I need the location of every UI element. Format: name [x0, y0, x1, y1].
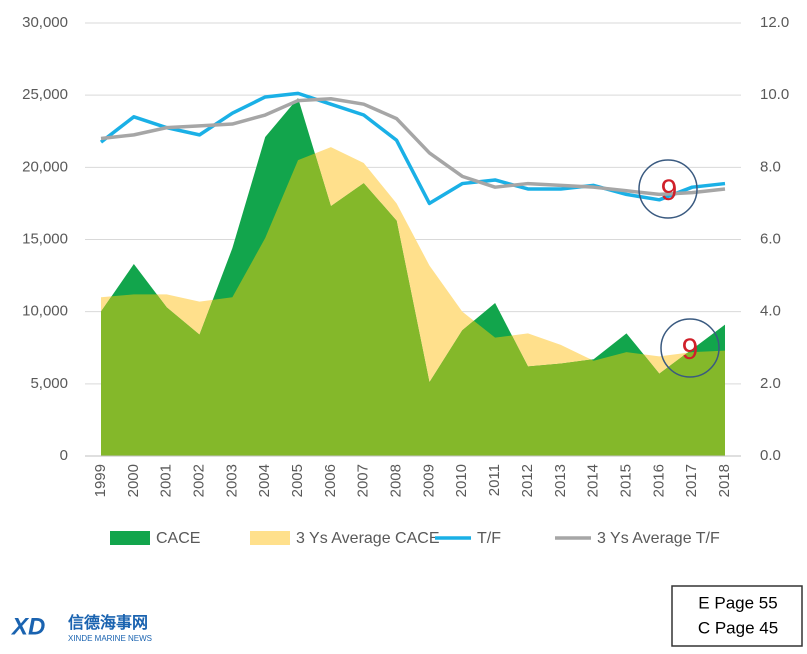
y2-tick-label: 2.0	[760, 375, 781, 392]
x-tick-label: 2013	[552, 464, 569, 497]
x-tick-label: 2014	[585, 464, 602, 497]
x-tick-label: 2009	[420, 464, 437, 497]
plot-area: 0 5,000 10,000 15,000 20,000 25,000 30,000 0.0 2…	[22, 14, 789, 497]
legend-swatch	[110, 531, 150, 545]
annotation: 9	[682, 333, 699, 366]
y-tick-label: 30,000	[22, 14, 68, 31]
y-tick-label: 15,000	[22, 230, 68, 247]
x-tick-label: 2002	[190, 464, 207, 497]
x-tick-label: 2011	[486, 464, 503, 496]
x-tick-label: 2016	[650, 464, 667, 497]
x-tick-label: 2012	[519, 464, 536, 497]
logo-mark: XD	[10, 613, 45, 640]
annotation-circle	[660, 318, 720, 378]
x-tick-label: 2017	[683, 464, 700, 497]
line	[100, 97, 726, 197]
y2-tick-label: 6.0	[760, 230, 781, 247]
logo-name: 信德海事网	[68, 613, 148, 632]
logo-sub: XINDE MARINE NEWS	[68, 634, 152, 643]
annotation: 9	[661, 174, 678, 207]
legend-swatch	[250, 531, 290, 545]
x-tick-label: 2000	[125, 464, 142, 497]
legend-label: 3 Ys Average T/F	[597, 530, 720, 547]
y2-tick-label: 0.0	[760, 447, 781, 464]
x-tick-label: 2010	[453, 464, 470, 497]
y-tick-label: 0	[60, 447, 68, 464]
page-ref: E Page 55	[698, 593, 777, 612]
page-ref: C Page 45	[698, 618, 778, 637]
x-tick-label: 2006	[322, 464, 339, 497]
y-tick-label: 5,000	[30, 375, 68, 392]
x-tick-label: 2015	[617, 464, 634, 497]
x-tick-label: 2005	[289, 464, 306, 497]
legend-label: 3 Ys Average CACE	[296, 530, 440, 547]
line	[99, 91, 726, 206]
legend-label: T/F	[477, 530, 501, 547]
x-tick-label: 2003	[223, 464, 240, 497]
y-tick-label: 20,000	[22, 158, 68, 175]
x-tick-label: 2001	[158, 464, 175, 497]
x-tick-label: 1999	[92, 464, 109, 497]
legend-label: CACE	[156, 530, 200, 547]
x-tick-label: 2008	[388, 464, 405, 497]
y2-tick-label: 12.0	[760, 14, 789, 31]
y2-tick-label: 4.0	[760, 303, 781, 320]
x-tick-label: 2018	[716, 464, 733, 497]
y2-tick-label: 10.0	[760, 86, 789, 103]
y-tick-label: 10,000	[22, 303, 68, 320]
page-ref-box	[671, 585, 803, 647]
annotation-circle	[638, 159, 698, 219]
x-tick-label: 2007	[355, 464, 372, 497]
y2-tick-label: 8.0	[760, 158, 781, 175]
y-tick-label: 25,000	[22, 86, 68, 103]
x-tick-label: 2004	[256, 464, 273, 497]
